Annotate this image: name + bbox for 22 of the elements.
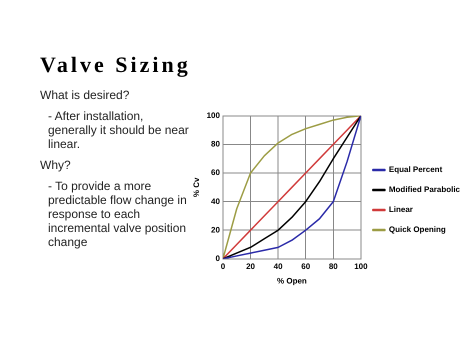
y-tick-label: 20: [211, 225, 220, 234]
text: What is desired?: [40, 88, 130, 102]
y-tick-label: 100: [206, 111, 220, 120]
legend-label: Modified Parabolic: [388, 185, 461, 194]
text: - After installation, generally it should be near linear.: [47, 109, 190, 151]
x-tick-label: 60: [301, 262, 311, 271]
legend-label: Linear: [388, 205, 413, 214]
x-tick-label: 20: [246, 262, 256, 271]
x-tick-label: 100: [354, 262, 368, 271]
legend-label: Equal Percent: [388, 165, 443, 174]
y-tick-label: 60: [211, 168, 220, 178]
text: Why?: [40, 158, 72, 172]
y-tick-label: 0: [215, 254, 220, 264]
y-axis-title: % Cv: [192, 176, 202, 198]
x-tick-label: 80: [328, 262, 338, 271]
x-axis-title: % Open: [277, 276, 307, 286]
y-tick-label: 40: [211, 196, 220, 206]
legend-label: Quick Opening: [388, 225, 446, 234]
text: - To provide a more predictable flow change in response to each incremental valve position change: [47, 179, 188, 249]
y-tick-label: 80: [211, 140, 220, 149]
x-tick-label: 40: [274, 262, 284, 271]
chart-title: Valve Sizing: [40, 52, 191, 78]
